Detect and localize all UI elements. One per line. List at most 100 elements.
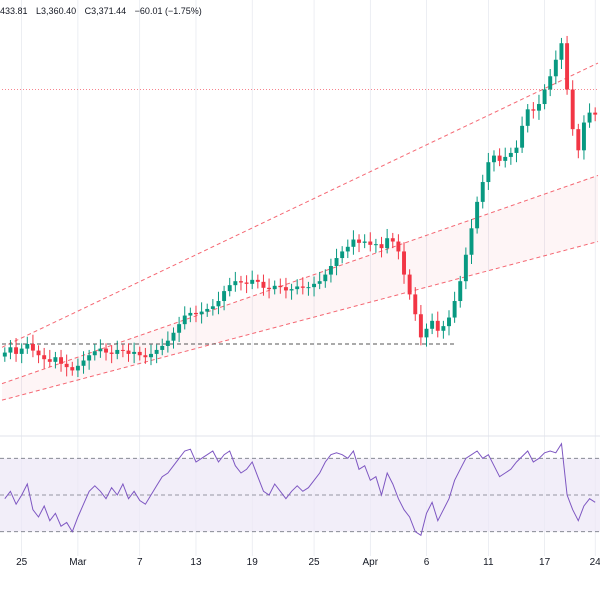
candle-body xyxy=(210,306,215,309)
candle-body xyxy=(30,343,35,351)
candle-body xyxy=(328,265,333,275)
rsi-line xyxy=(4,442,596,537)
candle-body xyxy=(542,89,547,105)
candle-body xyxy=(126,350,131,354)
x-tick-label: Apr xyxy=(363,557,379,568)
candle-body xyxy=(160,345,165,350)
x-tick-label: 7 xyxy=(137,557,143,568)
x-axis: 25 Mar 7 13 19 25 Apr 6 11 17 24 xyxy=(16,557,600,568)
candle-body xyxy=(250,279,255,284)
candle-body xyxy=(407,274,412,295)
candle-body xyxy=(98,348,103,352)
legend-high: 433.81 xyxy=(0,6,28,16)
candle-body xyxy=(272,285,277,290)
candle-body xyxy=(64,363,69,368)
trend-channel xyxy=(1,62,599,401)
candle-body xyxy=(306,287,311,289)
candle-body xyxy=(536,104,541,111)
candle-body xyxy=(233,281,238,286)
candle-body xyxy=(508,152,513,157)
candle-body xyxy=(53,357,58,362)
candle-body xyxy=(137,351,142,356)
candle-body xyxy=(278,285,283,288)
candle-body xyxy=(463,254,468,282)
candle-body xyxy=(87,355,92,361)
candle-body xyxy=(115,349,120,354)
candle-body xyxy=(182,315,187,325)
candle-body xyxy=(373,244,378,246)
candle-body xyxy=(435,320,440,331)
candle-body xyxy=(194,312,198,315)
candle-body xyxy=(75,365,80,371)
channel-lower-line xyxy=(1,241,599,401)
candle-body xyxy=(424,328,429,338)
candle-body xyxy=(565,43,570,90)
candle-body xyxy=(475,201,480,229)
candle-body xyxy=(418,314,423,338)
x-tick-label: 6 xyxy=(424,557,430,568)
candle-body xyxy=(531,109,536,111)
candle-body xyxy=(2,352,7,357)
candle-body xyxy=(8,347,13,353)
x-tick-label: 17 xyxy=(539,557,551,568)
x-tick-label: 25 xyxy=(16,557,28,568)
candle-body xyxy=(244,282,249,284)
candle-body xyxy=(486,162,491,183)
candle-body xyxy=(520,125,525,148)
candle-body xyxy=(188,312,193,316)
candle-body xyxy=(492,155,496,163)
candle-body xyxy=(430,320,435,329)
candle-body xyxy=(340,251,345,259)
channel-upper-line xyxy=(1,62,599,348)
x-tick-label: Mar xyxy=(69,557,87,568)
candle-body xyxy=(222,291,227,302)
legend-close: C3,371.44 xyxy=(84,6,127,16)
candle-body xyxy=(42,355,47,360)
candle-body xyxy=(81,360,86,366)
candle-body xyxy=(171,332,176,341)
candle-body xyxy=(379,244,384,249)
candle-body xyxy=(570,89,575,130)
candle-body xyxy=(525,109,530,126)
candle-body xyxy=(514,147,519,153)
candle-body xyxy=(345,246,350,252)
candle-body xyxy=(36,350,41,356)
candle-body xyxy=(390,238,395,242)
candle-body xyxy=(255,279,260,282)
candle-body xyxy=(199,311,204,315)
candle-body xyxy=(238,281,243,283)
candle-body xyxy=(480,182,485,202)
candle-body xyxy=(503,156,508,161)
x-tick-label: 24 xyxy=(590,557,600,568)
legend-low: L3,360.40 xyxy=(36,6,77,16)
candle-body xyxy=(452,301,457,318)
candle-body xyxy=(458,281,463,302)
candle-body xyxy=(109,352,114,354)
candle-body xyxy=(295,286,300,290)
candle-body xyxy=(548,76,553,90)
candle-body xyxy=(216,301,221,307)
candle-body xyxy=(283,287,288,291)
x-tick-label: 13 xyxy=(190,557,202,568)
candle-body xyxy=(92,351,97,356)
candle-body xyxy=(289,289,294,291)
candle-body xyxy=(59,357,64,364)
candle-body xyxy=(19,348,24,354)
candle-body xyxy=(25,343,30,349)
candlestick-series xyxy=(2,35,598,378)
candle-body xyxy=(357,239,362,243)
x-tick-label: 19 xyxy=(247,557,259,568)
candle-body xyxy=(312,283,317,288)
candle-body xyxy=(104,348,108,353)
candle-body xyxy=(593,112,598,115)
candle-body xyxy=(70,367,75,371)
channel-fill xyxy=(2,175,598,401)
legend-change: −60.01 (−1.75%) xyxy=(134,6,202,16)
candle-body xyxy=(47,359,52,362)
candle-body xyxy=(351,239,356,247)
candle-body xyxy=(323,274,328,282)
candle-body xyxy=(154,349,159,354)
candle-body xyxy=(396,241,401,252)
candle-body xyxy=(559,43,564,60)
